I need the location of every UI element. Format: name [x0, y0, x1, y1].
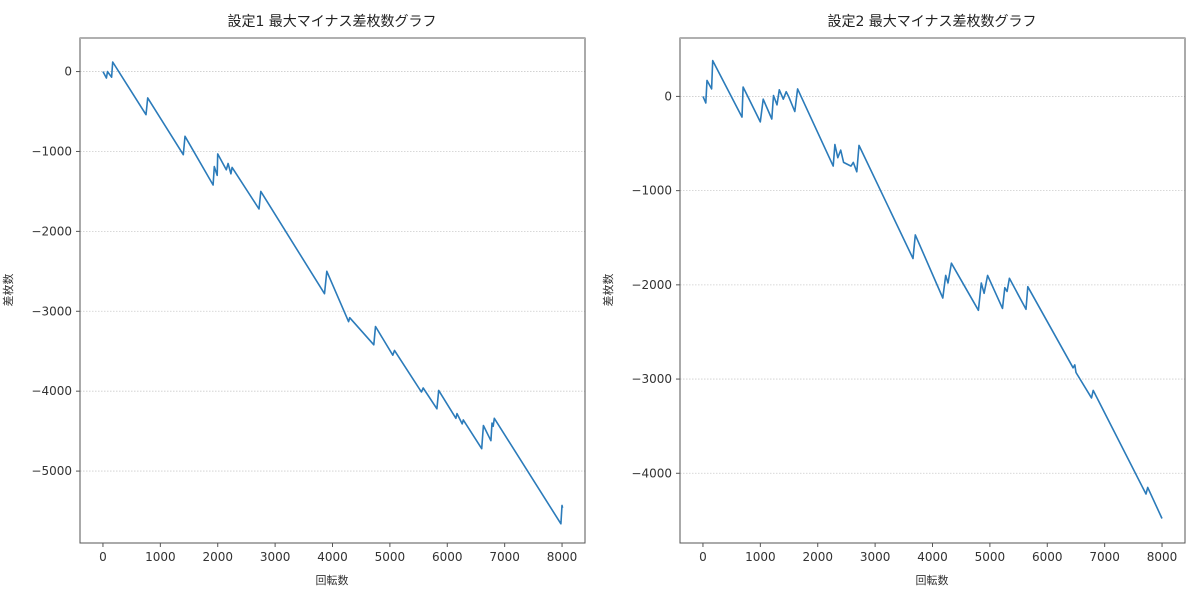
- x-tick-label: 6000: [432, 550, 463, 564]
- chart-1-plot-area: [79, 37, 586, 544]
- y-tick-label: 0: [664, 89, 672, 103]
- y-tick-label: −1000: [31, 144, 72, 158]
- chart-2-series-line: [702, 59, 1163, 519]
- y-tick-label: −3000: [631, 372, 672, 386]
- chart-2-x-axis-label: 回転数: [916, 574, 949, 587]
- chart-2-y-ticks: 0 −1000 −2000 −3000 −4000: [631, 89, 680, 480]
- y-tick-label: −2000: [631, 278, 672, 292]
- chart-1-y-ticks: 0 −1000 −2000 −3000 −4000 −5000: [31, 65, 80, 478]
- chart-2: 設定2 最大マイナス差枚数グラフ 0 1000 2000 3000 4000 5000 60…: [601, 14, 1186, 587]
- x-tick-label: 1000: [145, 550, 176, 564]
- x-tick-label: 5000: [375, 550, 406, 564]
- chart-1-y-axis-label: 差枚数: [1, 274, 15, 307]
- x-tick-label: 0: [699, 550, 707, 564]
- x-tick-label: 1000: [745, 550, 776, 564]
- chart-1-grid: [80, 71, 585, 472]
- y-tick-label: 0: [64, 65, 72, 79]
- x-tick-label: 7000: [1089, 550, 1120, 564]
- chart-2-title: 設定2 最大マイナス差枚数グラフ: [827, 14, 1036, 30]
- y-tick-label: −4000: [31, 384, 72, 398]
- y-tick-label: −5000: [31, 464, 72, 478]
- chart-1: 設定1 最大マイナス差枚数グラフ 0 1000 2000 3000 4000 5000 60…: [1, 14, 586, 587]
- chart-1-title: 設定1 最大マイナス差枚数グラフ: [227, 14, 436, 30]
- chart-1-series-line: [102, 61, 564, 525]
- x-tick-label: 5000: [975, 550, 1006, 564]
- chart-2-y-axis-label: 差枚数: [601, 274, 615, 307]
- chart-2-grid: [680, 96, 1185, 474]
- x-tick-label: 4000: [317, 550, 348, 564]
- x-tick-label: 4000: [917, 550, 948, 564]
- x-tick-label: 7000: [489, 550, 520, 564]
- x-tick-label: 6000: [1032, 550, 1063, 564]
- x-tick-label: 2000: [202, 550, 233, 564]
- x-tick-label: 3000: [860, 550, 891, 564]
- x-tick-label: 8000: [1147, 550, 1178, 564]
- y-tick-label: −2000: [31, 224, 72, 238]
- chart-1-x-axis-label: 回転数: [316, 574, 349, 587]
- y-tick-label: −3000: [31, 304, 72, 318]
- y-tick-label: −4000: [631, 466, 672, 480]
- x-tick-label: 8000: [547, 550, 578, 564]
- x-tick-label: 2000: [802, 550, 833, 564]
- x-tick-label: 3000: [260, 550, 291, 564]
- chart-1-x-ticks: 0 1000 2000 3000 4000 5000 6000 7000 8000: [99, 543, 577, 564]
- x-tick-label: 0: [99, 550, 107, 564]
- chart-2-x-ticks: 0 1000 2000 3000 4000 5000 6000 7000 8000: [699, 543, 1177, 564]
- y-tick-label: −1000: [631, 184, 672, 198]
